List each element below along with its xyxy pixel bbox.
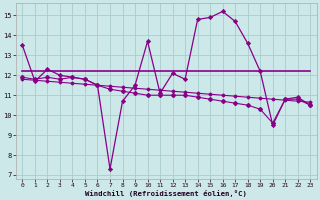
X-axis label: Windchill (Refroidissement éolien,°C): Windchill (Refroidissement éolien,°C) bbox=[85, 190, 247, 197]
